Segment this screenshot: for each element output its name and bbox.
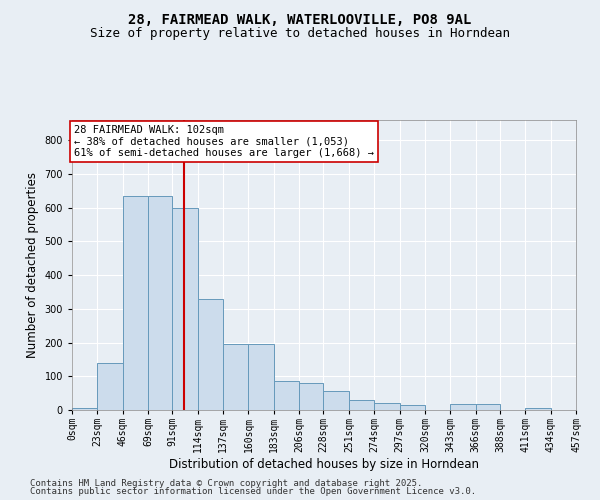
Bar — [400, 405, 425, 410]
Bar — [323, 392, 349, 410]
Bar — [248, 344, 274, 410]
X-axis label: Distribution of detached houses by size in Horndean: Distribution of detached houses by size … — [169, 458, 479, 471]
Y-axis label: Number of detached properties: Number of detached properties — [26, 172, 39, 358]
Bar — [198, 298, 223, 410]
Text: 28 FAIRMEAD WALK: 102sqm
← 38% of detached houses are smaller (1,053)
61% of sem: 28 FAIRMEAD WALK: 102sqm ← 38% of detach… — [74, 125, 374, 158]
Bar — [374, 404, 400, 410]
Bar — [299, 383, 323, 410]
Bar — [148, 196, 172, 410]
Bar — [450, 404, 476, 410]
Text: 28, FAIRMEAD WALK, WATERLOOVILLE, PO8 9AL: 28, FAIRMEAD WALK, WATERLOOVILLE, PO8 9A… — [128, 12, 472, 26]
Bar — [274, 382, 299, 410]
Bar — [223, 344, 248, 410]
Bar — [97, 363, 123, 410]
Text: Size of property relative to detached houses in Horndean: Size of property relative to detached ho… — [90, 28, 510, 40]
Text: Contains public sector information licensed under the Open Government Licence v3: Contains public sector information licen… — [30, 487, 476, 496]
Bar — [123, 196, 148, 410]
Bar — [72, 408, 97, 410]
Bar — [476, 404, 500, 410]
Bar — [172, 208, 198, 410]
Bar — [349, 400, 374, 410]
Bar — [525, 408, 551, 410]
Text: Contains HM Land Registry data © Crown copyright and database right 2025.: Contains HM Land Registry data © Crown c… — [30, 478, 422, 488]
